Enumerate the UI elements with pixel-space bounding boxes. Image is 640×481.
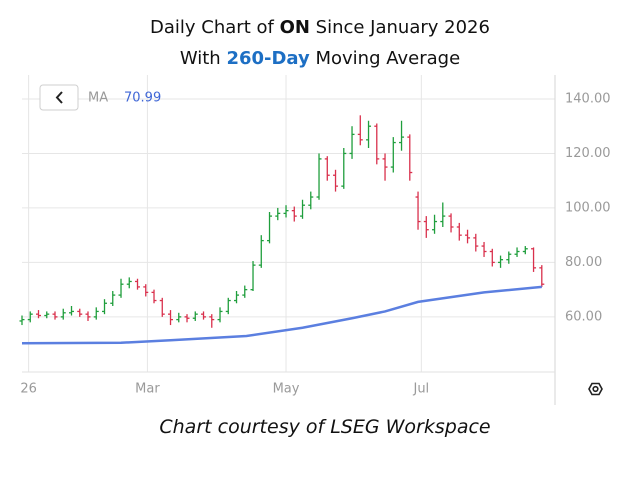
chart-title: Daily Chart of ON Since January 2026 [150, 17, 490, 38]
ohlc-bar [324, 156, 330, 181]
ohlc-bar [192, 311, 198, 321]
ohlc-bar [209, 314, 215, 328]
title-part: Daily Chart of [150, 17, 280, 38]
ohlc-bar [357, 115, 363, 146]
ohlc-bar [234, 291, 240, 304]
ohlc-bar [407, 134, 413, 181]
ohlc-bar [539, 265, 545, 287]
ohlc-bar [316, 153, 322, 200]
x-tick-label: Jul [412, 382, 429, 397]
ohlc-bar [69, 305, 75, 316]
legend-value: 70.99 [124, 91, 161, 106]
ohlc-bar [242, 285, 248, 298]
ohlc-bar [382, 153, 388, 181]
ohlc-bar [283, 205, 289, 218]
ohlc-bar [258, 235, 264, 268]
ohlc-bar [423, 216, 429, 238]
ohlc-bar [456, 222, 462, 241]
footer-credit: Chart courtesy of LSEG Workspace [159, 416, 490, 438]
ohlc-bar [52, 311, 58, 320]
ohlc-bar [60, 308, 66, 320]
title-part: Since January 2026 [310, 17, 490, 38]
y-tick-label: 100.00 [565, 200, 611, 215]
x-tick-label: 26 [20, 382, 37, 397]
ohlc-bar [85, 311, 91, 321]
ohlc-bar [151, 289, 157, 304]
collapse-button[interactable] [39, 84, 79, 111]
ohlc-bar [36, 310, 42, 319]
ohlc-bar [432, 214, 438, 234]
ohlc-bar [267, 212, 273, 244]
ohlc-bar [448, 213, 454, 233]
ohlc-bar [126, 277, 132, 289]
hexagon-dot [592, 385, 599, 393]
subtitle-part: With [180, 48, 227, 69]
hexagon [588, 382, 603, 396]
ohlc-bar [27, 311, 33, 323]
ohlc-bar [374, 123, 380, 165]
y-tick-label: 140.00 [565, 91, 611, 106]
ohlc-bar [333, 169, 339, 192]
subtitle-part: 260-Day [226, 48, 310, 69]
ohlc-bar [225, 297, 231, 315]
ohlc-bar [201, 311, 207, 320]
ohlc-bar [110, 291, 116, 306]
y-tick-label: 80.00 [565, 255, 602, 270]
ohlc-bar [143, 284, 149, 297]
ohlc-bar [275, 207, 281, 221]
plot-area: 140.00 120.00 100.00 80.00 60.00 26 Mar May Jul [19, 75, 611, 397]
ohlc-bar [489, 248, 495, 267]
ohlc-bar [77, 308, 83, 317]
ohlc-bar [93, 307, 99, 320]
ohlc-bar [473, 233, 479, 252]
ohlc-bar [390, 137, 396, 173]
ohlc-bar [159, 297, 165, 317]
ohlc-bar [522, 246, 528, 255]
ohlc-bar [465, 229, 471, 244]
ohlc-bar [349, 126, 355, 159]
ohlc-bar [102, 299, 108, 315]
ohlc-bar [481, 241, 487, 257]
ohlc-bar [135, 278, 141, 290]
y-tick-label: 120.00 [565, 146, 611, 161]
ohlc-bar [415, 191, 421, 230]
ohlc-bar [176, 312, 182, 323]
y-tick-label: 60.00 [565, 309, 602, 324]
ohlc-bar [250, 261, 256, 292]
ohlc-bar [440, 202, 446, 227]
settings-icon[interactable] [588, 382, 603, 396]
ohlc-bar [300, 199, 306, 219]
ohlc-bar [366, 120, 372, 149]
ohlc-bar [44, 311, 50, 319]
ohlc-bar [184, 314, 190, 323]
moving-average-line [21, 285, 542, 345]
x-tick-label: Mar [135, 382, 160, 397]
chart-subtitle: With 260-Day Moving Average [180, 48, 460, 69]
ohlc-bar [308, 191, 314, 210]
chevron-icon [55, 91, 63, 104]
ohlc-bar [514, 247, 520, 257]
x-tick-label: May [273, 382, 300, 397]
ohlc-bar [217, 307, 223, 323]
legend-label: MA [88, 91, 108, 106]
title-part: ON [280, 17, 310, 38]
ohlc-bar [531, 247, 537, 272]
ohlc-bar [341, 148, 347, 189]
ohlc-bar [506, 251, 512, 264]
subtitle-part: Moving Average [310, 48, 460, 69]
ohlc-bar [498, 255, 504, 268]
ohlc-bar [168, 310, 174, 326]
ohlc-bar [399, 120, 405, 151]
ohlc-bar [118, 278, 124, 298]
ohlc-bar [19, 315, 25, 326]
ohlc-bar [291, 206, 297, 222]
